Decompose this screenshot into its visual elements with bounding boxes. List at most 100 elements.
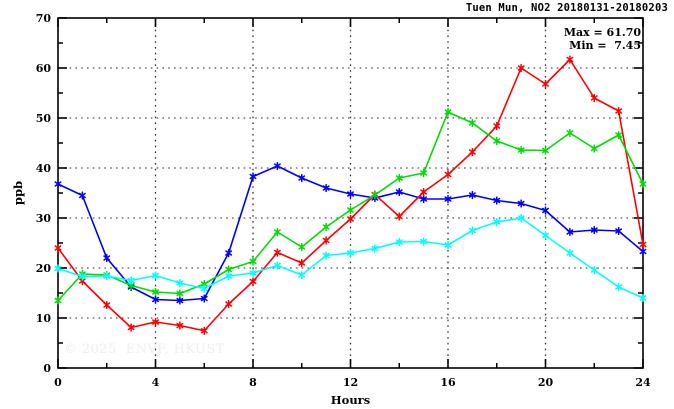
series-green [54,107,647,305]
data-point-marker [54,264,62,273]
data-point-marker [54,243,62,253]
data-point-marker [590,265,598,275]
data-point-marker [249,277,257,286]
data-point-marker [152,295,159,304]
data-point-marker [615,226,623,236]
data-point-marker [127,276,135,285]
data-point-marker [54,296,62,305]
max-annotation: Max = 61.70 [563,26,641,39]
data-point-marker [395,212,403,221]
svg-text:0: 0 [54,376,62,389]
data-point-marker [225,248,233,258]
data-point-marker [468,147,476,157]
data-point-marker [542,231,549,240]
gridlines [58,18,643,368]
svg-text:16: 16 [440,376,456,389]
watermark: © 2025 ENVF, HKUST [64,342,225,357]
data-point-marker [200,294,208,303]
data-point-marker [78,191,86,200]
data-point-marker [347,214,354,224]
chart-title: Tuen Mun, NO2 20180131-20180203 [465,2,668,14]
data-point-marker [249,257,257,266]
data-point-marker [176,321,184,330]
data-point-marker [371,190,379,200]
series-cyan [54,213,647,303]
data-point-marker [493,196,501,205]
data-point-marker [298,270,306,280]
data-point-marker [639,247,647,256]
data-point-marker [639,240,647,249]
data-point-marker [590,93,598,103]
data-point-marker [103,271,111,281]
y-axis-label: ppb [11,181,25,205]
data-point-marker [54,179,62,189]
data-point-marker [395,187,403,197]
svg-text:20: 20 [538,376,554,389]
data-point-marker [298,258,306,268]
data-point-marker [152,317,159,327]
data-point-marker [566,227,574,237]
svg-text:40: 40 [36,162,52,175]
min-annotation: Min = 7.45 [569,39,641,52]
data-point-marker [273,161,281,171]
data-point-marker [542,206,549,215]
data-point-marker [225,265,233,274]
data-point-marker [615,130,623,140]
data-point-marker [493,136,501,146]
svg-text:50: 50 [36,112,52,125]
series-red [54,55,647,335]
data-point-marker [468,190,476,200]
data-point-marker [249,268,257,278]
data-point-marker [273,227,281,237]
data-point-marker [517,199,525,208]
data-point-marker [322,222,330,232]
data-point-marker [273,248,281,257]
data-point-marker [444,107,452,117]
data-point-marker [420,187,428,197]
x-axis-label: Hours [331,393,370,407]
data-point-marker [176,296,184,305]
data-point-marker [371,244,379,253]
svg-text:30: 30 [36,212,52,225]
data-point-marker [176,289,184,298]
data-point-marker [566,55,574,64]
svg-text:12: 12 [343,376,358,389]
data-point-marker [517,213,525,223]
data-point-marker [127,323,135,332]
data-point-marker [347,189,354,199]
data-point-marker [273,261,281,270]
axis-tick-labels: 0 10 20 30 40 50 60 70 0 4 8 12 16 20 24 Hours ppb [11,12,651,407]
data-point-marker [566,128,574,138]
data-point-marker [103,253,111,263]
data-point-marker [420,237,428,246]
data-point-marker [322,251,330,260]
data-point-marker [566,248,574,258]
data-point-marker [200,326,208,335]
data-point-marker [176,278,184,288]
data-point-marker [78,272,86,281]
svg-text:0: 0 [43,362,51,375]
data-point-marker [152,287,159,297]
plot-frame [57,17,644,369]
data-point-marker [615,282,623,292]
data-point-marker [322,236,330,245]
data-point-marker [444,194,452,204]
data-point-marker [639,179,647,189]
data-point-marker [542,79,549,89]
svg-text:10: 10 [36,312,52,325]
svg-text:20: 20 [36,262,52,275]
svg-text:8: 8 [249,376,257,389]
svg-text:24: 24 [635,376,651,389]
data-point-marker [468,226,476,235]
data-point-marker [225,271,233,281]
data-point-marker [444,170,452,179]
data-point-marker [615,106,623,116]
data-point-marker [517,145,525,155]
data-point-marker [420,194,428,204]
data-series-layer [54,55,647,335]
data-point-marker [444,240,452,250]
data-point-marker [590,144,598,153]
data-point-marker [347,248,354,258]
